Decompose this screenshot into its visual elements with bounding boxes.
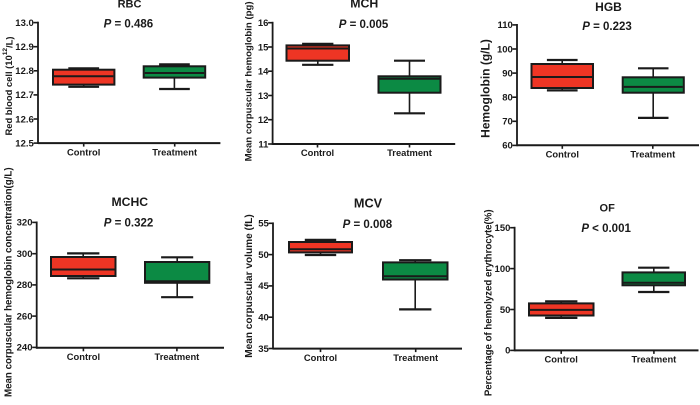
- svg-text:P = 0.008: P = 0.008: [343, 219, 393, 231]
- svg-text:40: 40: [258, 313, 269, 324]
- svg-text:Mean corpuscular hemoglobin co: Mean corpuscular hemoglobin concentratio…: [4, 167, 15, 397]
- svg-text:Mean corpuscular volume (fL): Mean corpuscular volume (fL): [244, 214, 255, 358]
- svg-text:15: 15: [258, 42, 269, 53]
- svg-text:50: 50: [500, 305, 511, 316]
- svg-text:Treatment: Treatment: [393, 352, 438, 363]
- svg-text:HGB: HGB: [595, 0, 622, 14]
- svg-text:Control: Control: [546, 149, 579, 160]
- svg-text:240: 240: [17, 343, 33, 354]
- svg-text:12.5: 12.5: [15, 138, 34, 149]
- svg-text:45: 45: [258, 281, 269, 292]
- svg-text:70: 70: [502, 117, 513, 128]
- svg-text:0: 0: [505, 346, 510, 357]
- svg-text:12.8: 12.8: [15, 66, 34, 77]
- svg-text:260: 260: [17, 311, 33, 322]
- svg-text:MCHC: MCHC: [112, 195, 149, 209]
- svg-text:16: 16: [258, 18, 269, 29]
- svg-text:12.9: 12.9: [15, 42, 34, 53]
- svg-text:RBC: RBC: [118, 0, 142, 11]
- svg-text:Control: Control: [67, 146, 100, 157]
- svg-text:P = 0.486: P = 0.486: [104, 19, 154, 31]
- svg-text:P = 0.223: P = 0.223: [582, 21, 632, 33]
- svg-text:Red blood cell (1012/L): Red blood cell (1012/L): [2, 36, 15, 135]
- svg-text:13: 13: [258, 91, 269, 102]
- svg-text:12.7: 12.7: [15, 90, 34, 101]
- svg-text:11: 11: [258, 139, 269, 150]
- svg-text:90: 90: [502, 68, 513, 79]
- svg-text:35: 35: [258, 344, 269, 355]
- svg-text:Control: Control: [67, 351, 100, 362]
- svg-text:Control: Control: [301, 147, 334, 158]
- svg-text:MCV: MCV: [354, 196, 383, 210]
- svg-text:12.6: 12.6: [15, 114, 34, 125]
- svg-text:MCH: MCH: [350, 0, 378, 11]
- svg-text:Control: Control: [545, 354, 578, 365]
- svg-text:280: 280: [17, 280, 33, 291]
- svg-text:12: 12: [258, 115, 269, 126]
- svg-text:320: 320: [17, 218, 33, 229]
- svg-text:110: 110: [497, 20, 512, 31]
- svg-text:P < 0.001: P < 0.001: [581, 223, 631, 235]
- svg-text:100: 100: [495, 264, 511, 275]
- svg-text:OF: OF: [600, 203, 616, 215]
- svg-text:Percentage of hemolyzed erythr: Percentage of hemolyzed erythrocyte(%): [484, 209, 495, 396]
- svg-text:Treatment: Treatment: [152, 146, 197, 157]
- svg-text:Treatment: Treatment: [630, 149, 675, 160]
- svg-text:150: 150: [495, 223, 511, 234]
- svg-text:60: 60: [502, 141, 513, 152]
- svg-text:13.0: 13.0: [15, 18, 34, 29]
- svg-text:Treatment: Treatment: [631, 354, 676, 365]
- svg-text:300: 300: [17, 249, 33, 260]
- svg-text:Control: Control: [304, 352, 337, 363]
- svg-text:P = 0.005: P = 0.005: [339, 19, 389, 31]
- svg-text:Treatment: Treatment: [154, 351, 199, 362]
- svg-text:Mean corpuscular hemoglobin (p: Mean corpuscular hemoglobin (pg): [244, 1, 255, 161]
- svg-text:50: 50: [258, 250, 269, 261]
- svg-text:Treatment: Treatment: [387, 147, 432, 158]
- svg-text:55: 55: [258, 219, 269, 230]
- svg-text:100: 100: [497, 44, 513, 55]
- svg-text:80: 80: [502, 93, 513, 104]
- svg-text:Hemoglobin (g/L): Hemoglobin (g/L): [478, 39, 492, 138]
- svg-text:14: 14: [258, 67, 269, 78]
- svg-text:P = 0.322: P = 0.322: [104, 217, 154, 229]
